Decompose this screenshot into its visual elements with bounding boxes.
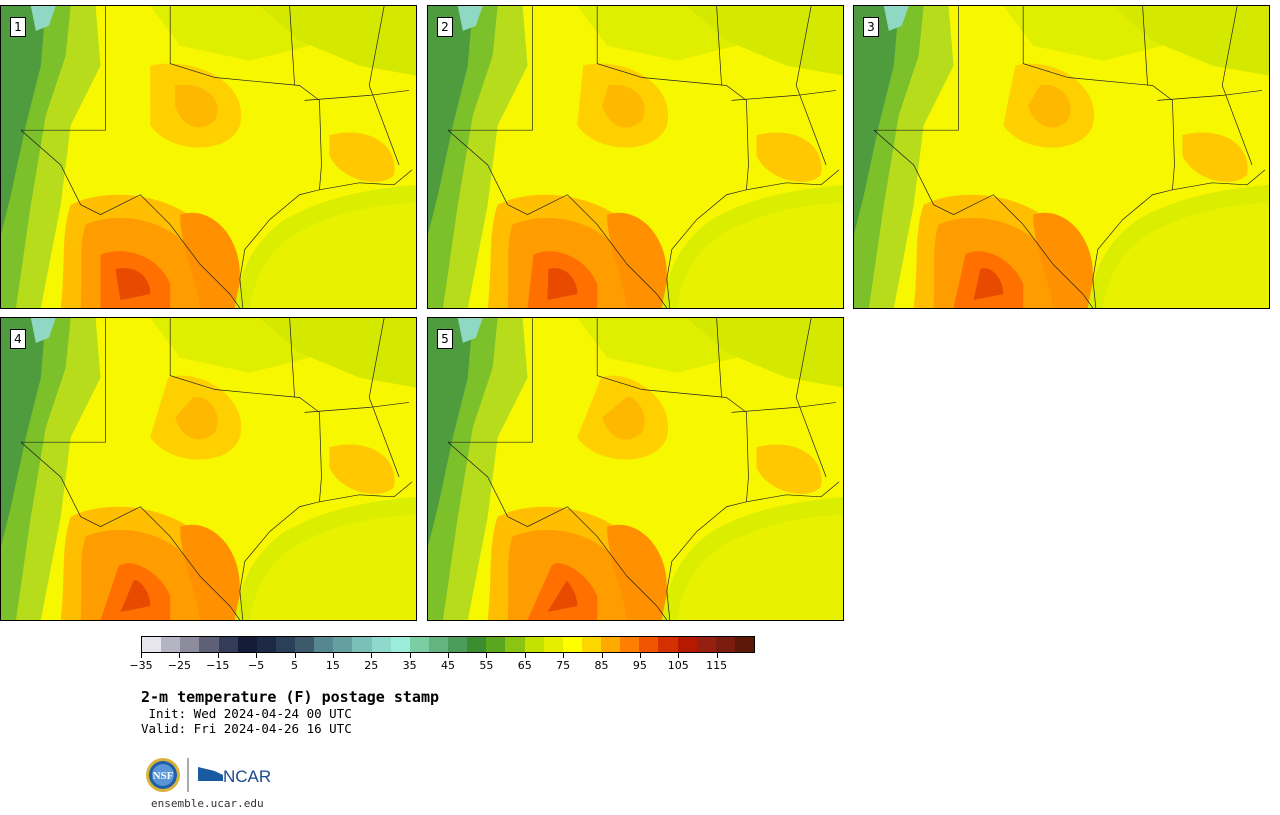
colorbar-segment [295, 637, 315, 652]
panel-number: 2 [437, 17, 453, 37]
valid-time: Valid: Fri 2024-04-26 16 UTC [141, 721, 352, 736]
colorbar-tick [294, 653, 296, 658]
colorbar-segment [428, 637, 448, 652]
colorbar-segment [275, 637, 295, 652]
logo-area: NSF NCAR [145, 757, 275, 793]
member-panel-2: 2 [427, 5, 844, 309]
member-panel-5: 5 [427, 317, 844, 621]
nsf-logo: NSF [146, 758, 180, 792]
colorbar-segment [467, 637, 487, 652]
colorbar-segment [601, 637, 621, 652]
colorbar-segment [677, 637, 697, 652]
colorbar-ticks: −35 −25 −15 −5 5 15 25 35 45 55 65 75 85 95 105 115 [129, 653, 755, 673]
colorbar-tick [409, 653, 411, 658]
panel-number: 3 [863, 17, 879, 37]
svg-text:NCAR: NCAR [223, 767, 271, 786]
colorbar-tick-label: −35 [129, 659, 153, 672]
colorbar-tick [563, 653, 565, 658]
colorbar-tick-label: −5 [248, 659, 265, 672]
colorbar-tick-label: −25 [167, 659, 191, 672]
chart-title: 2-m temperature (F) postage stamp [141, 688, 440, 706]
colorbar-tick [217, 653, 219, 658]
colorbar-tick [179, 653, 181, 658]
svg-text:NSF: NSF [153, 770, 174, 782]
colorbar-segment [620, 637, 640, 652]
colorbar-segment [161, 637, 181, 652]
colorbar-tick-label: 65 [517, 659, 532, 672]
colorbar-segment [314, 637, 334, 652]
colorbar-segment [237, 637, 257, 652]
colorbar-tick [256, 653, 258, 658]
temperature-map [1, 6, 416, 308]
colorbar-segment [333, 637, 353, 652]
temperature-map [854, 6, 1269, 308]
colorbar-tick-label: 105 [667, 659, 689, 672]
colorbar-tick-label: 5 [291, 659, 298, 672]
ncar-logo: NCAR [198, 763, 271, 786]
colorbar-tick-label: 15 [325, 659, 340, 672]
panel-number: 1 [10, 17, 26, 37]
colorbar-segment [734, 637, 754, 652]
temperature-map [1, 318, 416, 620]
colorbar-tick-label: 95 [632, 659, 647, 672]
colorbar-segment [371, 637, 391, 652]
temperature-map [428, 318, 843, 620]
site-url: ensemble.ucar.edu [151, 797, 264, 810]
colorbar-tick [678, 653, 680, 658]
member-panel-4: 4 [0, 317, 417, 621]
colorbar-tick [524, 653, 526, 658]
colorbar-segment [562, 637, 582, 652]
colorbar-tick [486, 653, 488, 658]
colorbar-segment [409, 637, 429, 652]
colorbar-tick-label: 35 [402, 659, 417, 672]
colorbar-segment [390, 637, 410, 652]
colorbar-tick-label: 55 [479, 659, 494, 672]
colorbar-segment [715, 637, 735, 652]
member-panel-1: 1 [0, 5, 417, 309]
init-time: Init: Wed 2024-04-24 00 UTC [141, 706, 352, 721]
temperature-colorbar [141, 636, 755, 653]
colorbar-segment [696, 637, 716, 652]
panel-number: 5 [437, 329, 453, 349]
colorbar-tick [332, 653, 334, 658]
colorbar-tick-label: 115 [706, 659, 728, 672]
colorbar-tick-label: 75 [556, 659, 571, 672]
colorbar-segment [658, 637, 678, 652]
colorbar-tick [716, 653, 718, 658]
colorbar-tick [639, 653, 641, 658]
colorbar-segment [352, 637, 372, 652]
colorbar-tick [371, 653, 373, 658]
colorbar-tick-label: −15 [206, 659, 230, 672]
colorbar-segment [199, 637, 219, 652]
panel-number: 4 [10, 329, 26, 349]
colorbar-segment [142, 637, 162, 652]
colorbar-tick-label: 25 [364, 659, 379, 672]
colorbar-segment [524, 637, 544, 652]
colorbar-segment [448, 637, 468, 652]
colorbar-segment [639, 637, 659, 652]
colorbar-segment [256, 637, 276, 652]
colorbar-segment [180, 637, 200, 652]
member-panel-3: 3 [853, 5, 1270, 309]
colorbar-tick-label: 85 [594, 659, 609, 672]
colorbar-segment [218, 637, 238, 652]
colorbar-segment [486, 637, 506, 652]
temperature-map [428, 6, 843, 308]
colorbar-segment [581, 637, 601, 652]
colorbar-tick-label: 45 [441, 659, 455, 672]
colorbar-segment [543, 637, 563, 652]
colorbar-tick [141, 653, 142, 658]
colorbar-tick [448, 653, 449, 658]
colorbar-tick [601, 653, 603, 658]
colorbar-segment [505, 637, 525, 652]
